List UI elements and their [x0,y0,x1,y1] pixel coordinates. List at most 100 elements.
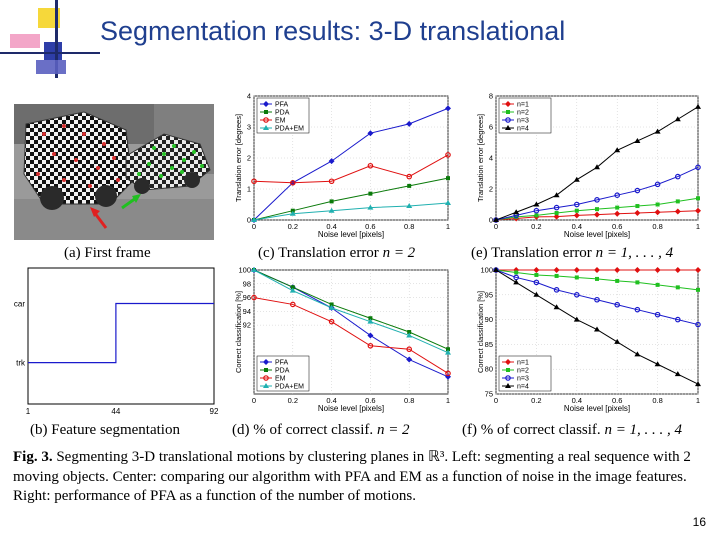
x-tick-label: 92 [210,407,219,416]
data-point [654,361,661,367]
data-point [615,278,620,283]
data-point [493,267,499,272]
subcaption-f: (f) % of correct classif. n = 1, . . . ,… [462,422,682,439]
x-tick-label: 0.4 [326,396,336,405]
y-tick-label: 80 [485,365,493,374]
y-axis-label: Translation error [degrees] [234,114,243,202]
y-tick-label: 2 [247,154,251,163]
legend-marker [263,125,269,130]
data-point [695,321,701,328]
data-point [445,152,451,158]
data-point [328,318,335,325]
data-point [406,356,413,363]
data-point [573,267,580,273]
x-axis-label: Noise level [pixels] [318,404,384,413]
plot-area-d: 0 0.2 0.4 0.6 0.8 1 92 94 96 98 100 Noise level [pi… [234,266,451,413]
data-point [594,326,600,332]
data-point [695,164,701,171]
data-point [445,105,451,112]
data-point [407,330,412,334]
slide-title: Segmentation results: 3-D translational [100,16,566,46]
x-tick-label: 0 [494,222,498,231]
x-tick-label: 0 [252,396,256,405]
x-tick-label: 0 [494,396,498,405]
chart-feature-segmentation: trk car 1 44 92 [6,262,220,418]
data-point [289,287,296,293]
y-tick-label: 3 [247,123,251,132]
data-point [289,210,296,216]
data-point [553,304,560,310]
x-axis-label: Noise level [pixels] [564,404,630,413]
data-point [614,301,621,308]
data-point [674,267,681,273]
data-point [695,267,701,273]
chart-correct-classification-n2: 0 0.2 0.4 0.6 0.8 1 92 94 96 98 100 Noise level [pi… [222,262,462,418]
data-point [290,208,295,213]
data-point [594,197,600,203]
data-point [445,349,451,355]
series-line-pfa [253,107,449,221]
legend-label: EM [275,376,286,383]
slide-logo [0,0,100,80]
data-point [533,201,540,207]
x-tick-label: 0.2 [531,396,541,405]
data-point [446,347,450,352]
data-point [406,346,413,353]
logo-vertical-line [55,0,58,78]
x-tick-label: 0.6 [365,222,375,231]
y-tick-label: 95 [485,290,493,299]
page-number: 16 [692,515,706,529]
legend-label: PFA [275,102,289,109]
data-point [553,267,560,273]
plot-area-b [28,302,214,364]
legend-marker [264,110,268,114]
y-tick-label: 85 [485,340,493,349]
data-point [675,199,680,204]
subcaption-c-text: (c) Translation error [258,245,383,261]
legend-label: n=4 [517,384,529,391]
data-point [251,294,257,301]
legend-label: n=1 [517,102,529,109]
data-point [634,187,641,194]
x-tick-label: 0.6 [612,222,622,231]
y-tick-label: 100 [238,266,251,275]
data-point [675,173,681,180]
data-point [654,209,661,216]
data-point [634,306,641,313]
y-tick-label: 98 [243,279,251,288]
legend-label: PDA+EM [275,126,304,133]
data-point [533,291,540,297]
data-point [574,291,580,298]
data-point [553,192,560,198]
data-point [614,192,621,199]
y-tick-label: trk [16,359,26,368]
figure-caption-label: Fig. 3. [13,449,53,465]
legend-label: n=1 [517,360,529,367]
legend-marker [263,117,269,123]
data-point [635,204,640,209]
data-point [654,181,661,188]
data-point [695,207,701,214]
chart-translation-error-n1-4: 0 0.2 0.4 0.6 0.8 1 0 2 4 6 8 Noise level [pixels] T… [466,88,710,244]
subcaption-f-math: n = 1, . . . , 4 [604,422,683,438]
legend-label: PDA [275,110,290,117]
data-point [367,162,374,169]
data-point [594,211,600,218]
data-point [406,332,413,338]
legend-label: n=2 [517,110,529,117]
x-tick-label: 44 [111,407,120,416]
data-point [290,180,296,186]
legend-label: EM [275,118,286,125]
legend-label: PFA [275,360,289,367]
legend-label: n=3 [517,376,529,383]
data-point [634,210,641,217]
data-point [367,204,374,210]
x-tick-label: 1 [446,222,450,231]
subcaption-b: (b) Feature segmentation [30,422,180,438]
data-point [574,275,579,280]
data-point [696,287,700,292]
series-line-n-3 [495,166,699,221]
data-point [533,267,540,273]
chart-translation-error-n2: 0 0.2 0.4 0.6 0.8 1 0 1 2 3 4 Noise level [pixels] T… [222,88,462,244]
data-point [367,332,374,339]
